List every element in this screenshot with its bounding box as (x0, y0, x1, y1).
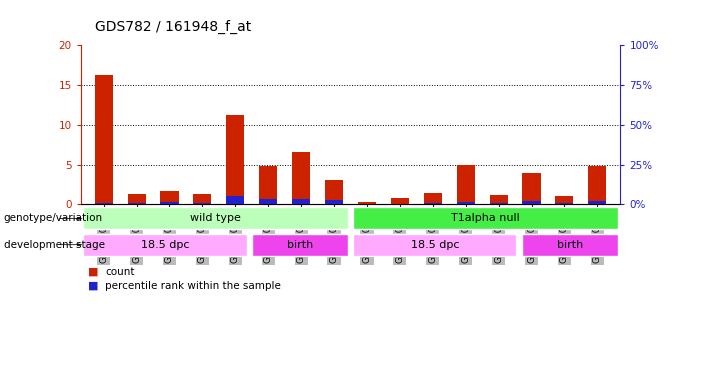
Bar (555, 203, 573, 204)
Text: GDS782 / 161948_f_at: GDS782 / 161948_f_at (95, 20, 251, 34)
Bar (391, 198, 409, 204)
Text: genotype/variation: genotype/variation (4, 213, 102, 223)
Bar (292, 199, 310, 204)
Bar (128, 194, 146, 204)
Bar (161, 202, 179, 204)
Bar (423, 193, 442, 204)
Text: development stage: development stage (4, 240, 104, 250)
Bar (555, 196, 573, 204)
Bar (226, 196, 245, 204)
Bar (522, 201, 540, 204)
Bar (456, 201, 475, 204)
Text: percentile rank within the sample: percentile rank within the sample (105, 281, 281, 291)
Bar (423, 202, 442, 204)
Bar (259, 199, 278, 204)
Bar (522, 234, 618, 256)
Bar (588, 201, 606, 204)
Text: T1alpha null: T1alpha null (451, 213, 520, 223)
Bar (292, 152, 310, 204)
Bar (353, 234, 517, 256)
Bar (83, 207, 348, 230)
Bar (193, 203, 212, 204)
Bar (353, 207, 618, 230)
Bar (259, 166, 278, 204)
Bar (456, 165, 475, 204)
Text: count: count (105, 267, 135, 277)
Bar (252, 234, 348, 256)
Bar (588, 166, 606, 204)
Text: birth: birth (557, 240, 583, 250)
Text: 18.5 dpc: 18.5 dpc (141, 240, 189, 250)
Bar (83, 234, 247, 256)
Bar (226, 115, 245, 204)
Text: birth: birth (287, 240, 313, 250)
Bar (522, 172, 540, 204)
Bar (128, 203, 146, 204)
Text: ■: ■ (88, 267, 98, 277)
Text: 18.5 dpc: 18.5 dpc (411, 240, 459, 250)
Bar (489, 195, 508, 204)
Bar (95, 75, 113, 204)
Bar (325, 200, 343, 204)
Bar (358, 202, 376, 204)
Bar (95, 203, 113, 204)
Bar (325, 180, 343, 204)
Bar (489, 203, 508, 204)
Bar (193, 194, 212, 204)
Text: wild type: wild type (190, 213, 241, 223)
Bar (161, 191, 179, 204)
Text: ■: ■ (88, 281, 98, 291)
